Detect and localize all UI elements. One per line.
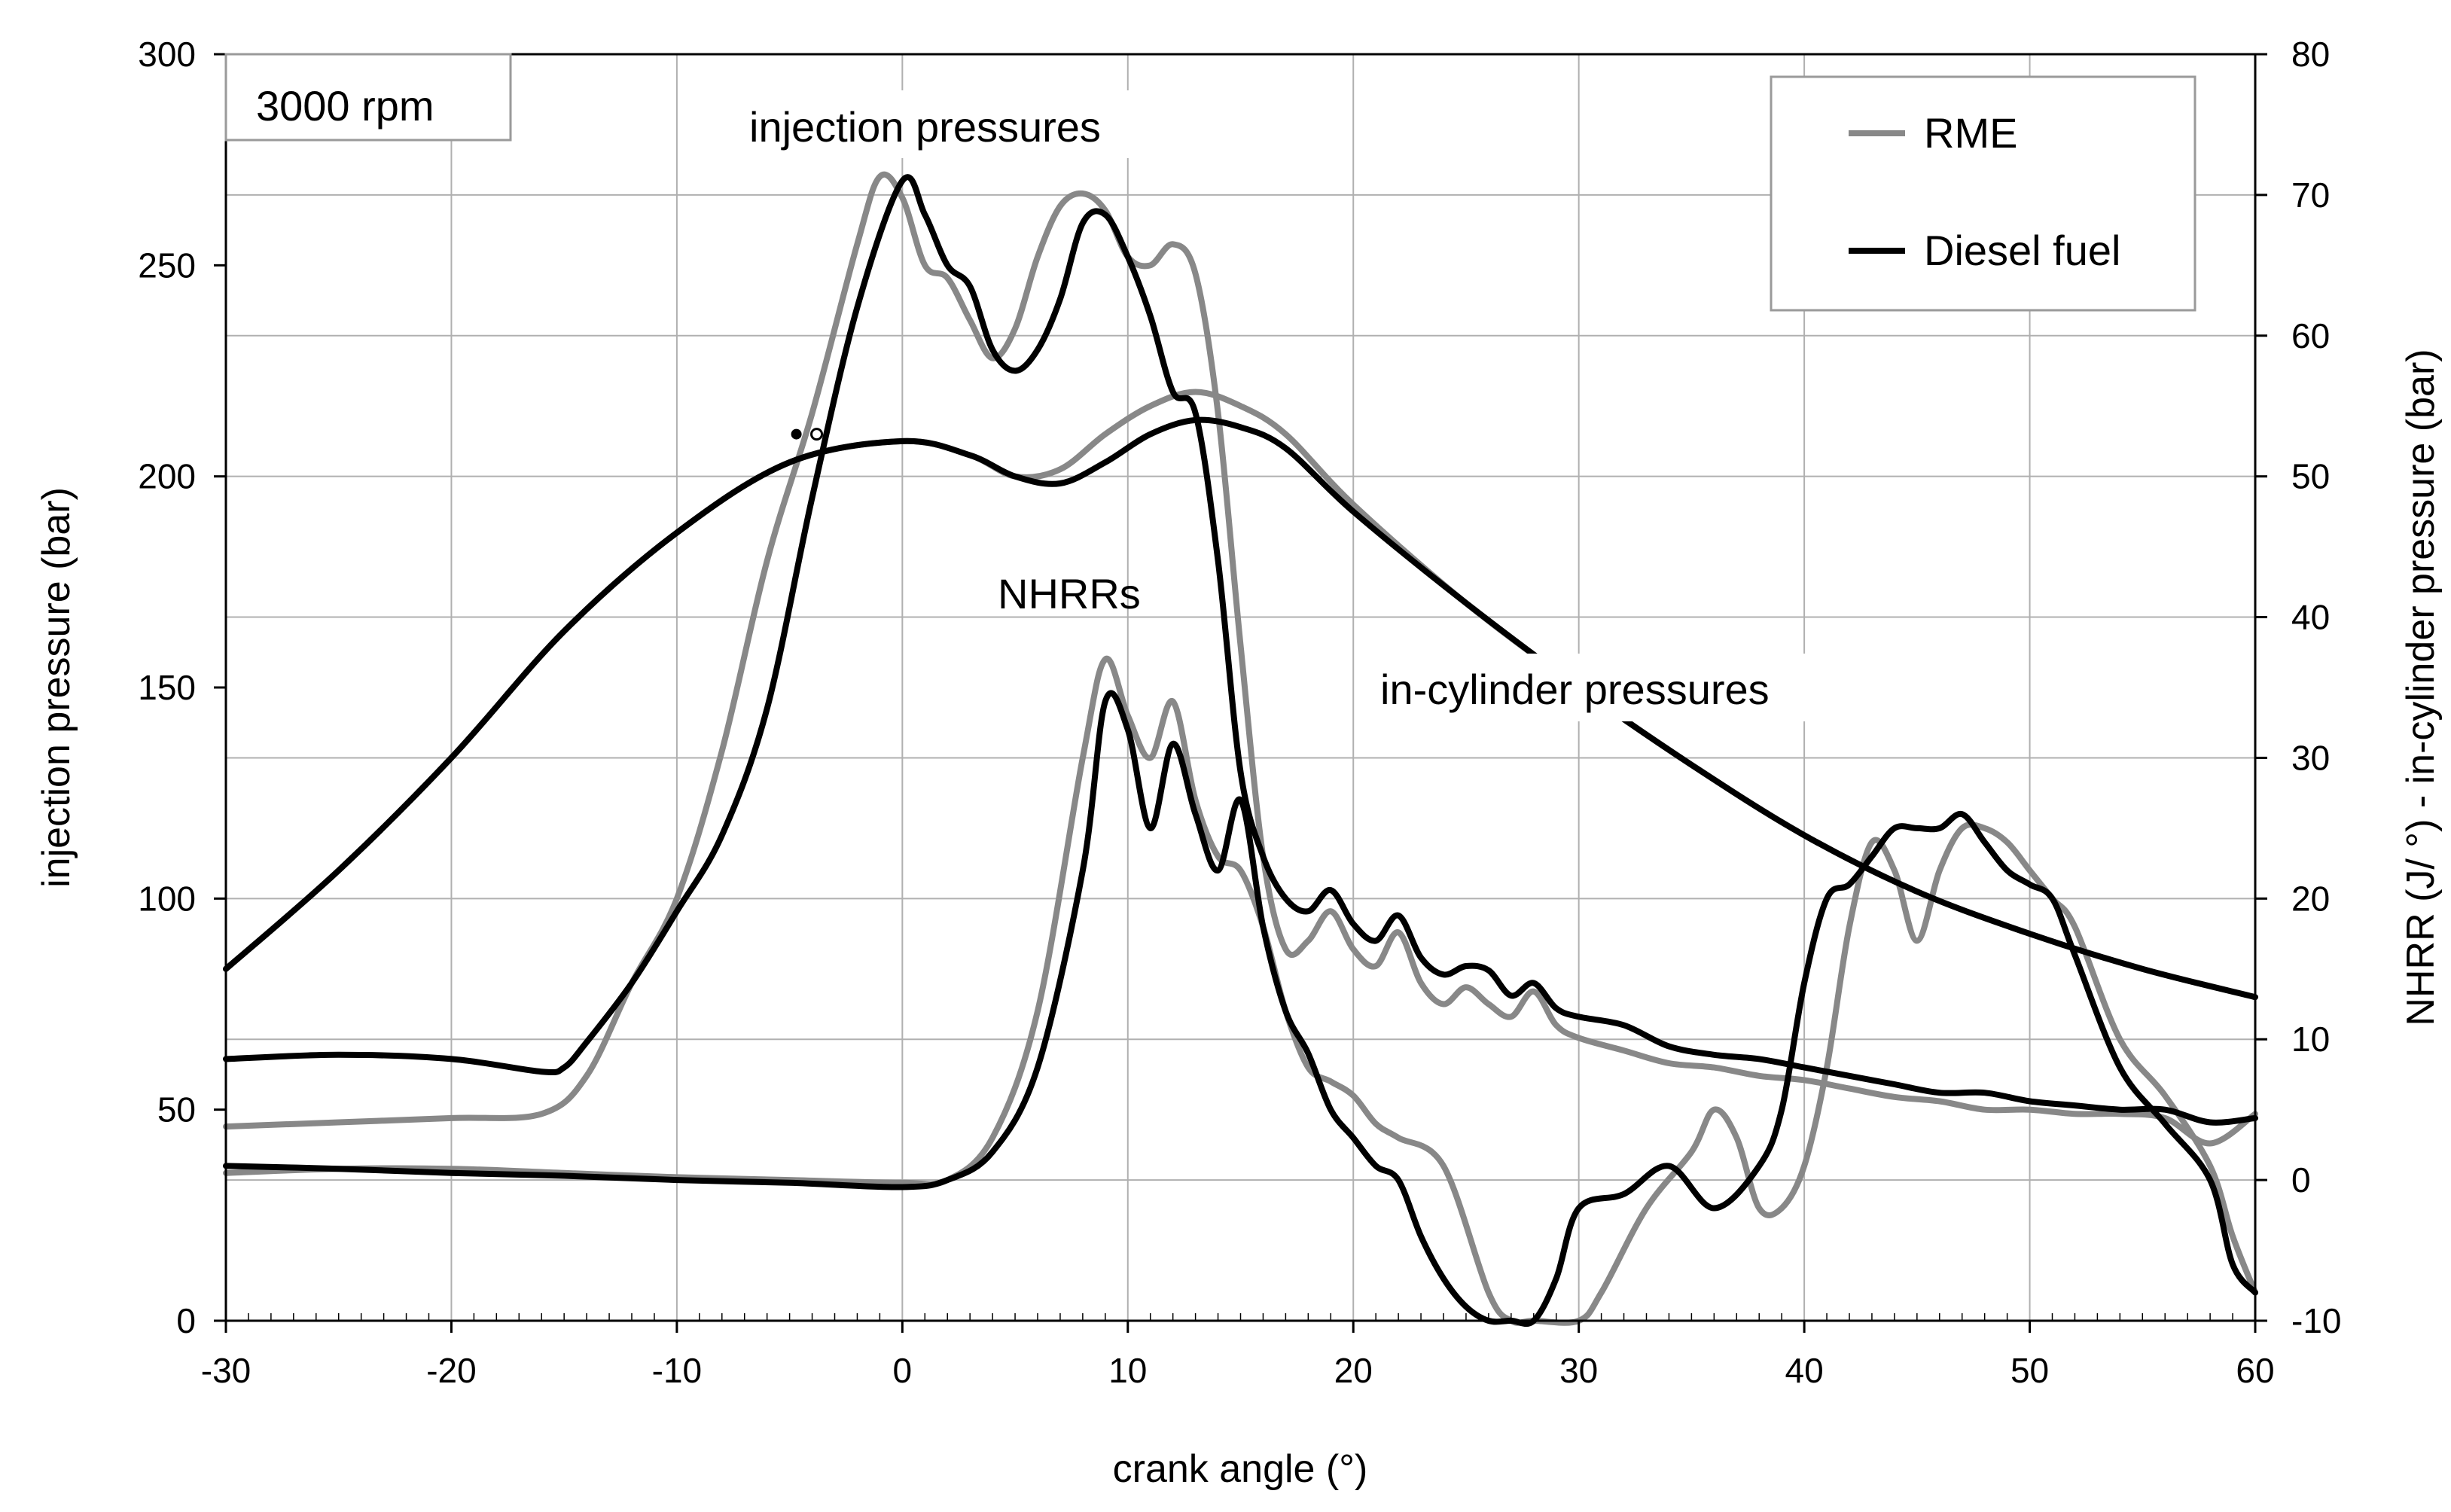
- y-left-tick-label: 250: [138, 245, 196, 285]
- y-right-tick-label: 50: [2291, 457, 2330, 496]
- speed-label: 3000 rpm: [256, 82, 434, 130]
- x-tick-label: 0: [893, 1351, 913, 1390]
- y-axis-left-label: injection pressure (bar): [35, 487, 78, 888]
- y-left-tick-label: 100: [138, 879, 196, 918]
- injection-pressure-rme-line: [223, 171, 2258, 1147]
- soi-marker-rme: [810, 428, 824, 441]
- soi-marker-diesel: [791, 428, 802, 440]
- y-right-tick-label: 60: [2291, 316, 2330, 355]
- y-right-tick-label: 80: [2291, 35, 2330, 74]
- x-axis-label: crank angle (°): [1113, 1447, 1368, 1491]
- in-cylinder-pressure-diesel-line: [223, 416, 2258, 1001]
- x-tick-label: 50: [2010, 1351, 2049, 1390]
- cylinder-label-bg: [1370, 654, 1898, 721]
- y-right-tick-label: 40: [2291, 598, 2330, 637]
- y-left-tick-label: 300: [138, 35, 196, 74]
- legend-label-rme: RME: [1924, 109, 2017, 157]
- in-cylinder-pressures-label: in-cylinder pressures: [1380, 666, 1770, 713]
- y-right-tick-label: 30: [2291, 738, 2330, 777]
- legend-box: [1770, 75, 2196, 312]
- x-tick-label: -30: [201, 1351, 251, 1390]
- x-tick-label: 40: [1785, 1351, 1824, 1390]
- x-tick-label: 10: [1108, 1351, 1147, 1390]
- nhrr-rme-line: [223, 655, 2258, 1326]
- x-tick-label: 20: [1334, 1351, 1373, 1390]
- nhrr-label: NHRRs: [998, 570, 1141, 617]
- injection-pressures-label: injection pressures: [749, 103, 1101, 151]
- y-axis-right-label: NHRR (J/ °) - in-cylinder pressure (bar): [2399, 349, 2443, 1026]
- y-left-tick-label: 50: [157, 1090, 196, 1129]
- y-left-tick-label: 150: [138, 668, 196, 707]
- injection-label-bg: [738, 90, 1220, 158]
- y-right-tick-label: 0: [2291, 1160, 2311, 1200]
- nhrr-diesel-line: [223, 690, 2258, 1328]
- ticks: -30 -20 -10 0 10 20 30 40 50 60 -10 0 10 20 30 40 50 60 70…: [138, 35, 2341, 1390]
- curves: [223, 171, 2258, 1328]
- y-left-tick-label: 200: [138, 457, 196, 496]
- y-right-tick-label: 20: [2291, 879, 2330, 918]
- legend-label-diesel: Diesel fuel: [1924, 227, 2120, 274]
- injection-pressure-diesel-line: [223, 174, 2258, 1126]
- y-right-tick-label: 10: [2291, 1020, 2330, 1059]
- x-tick-label: -10: [652, 1351, 702, 1390]
- x-tick-label: 30: [1559, 1351, 1598, 1390]
- y-right-tick-label: 70: [2291, 175, 2330, 215]
- x-tick-label: 60: [2236, 1351, 2274, 1390]
- speed-box: [224, 53, 512, 142]
- y-right-tick-label: -10: [2291, 1301, 2341, 1340]
- legend: RME Diesel fuel: [1770, 75, 2196, 312]
- y-left-tick-label: 0: [176, 1301, 196, 1340]
- x-tick-label: -20: [426, 1351, 476, 1390]
